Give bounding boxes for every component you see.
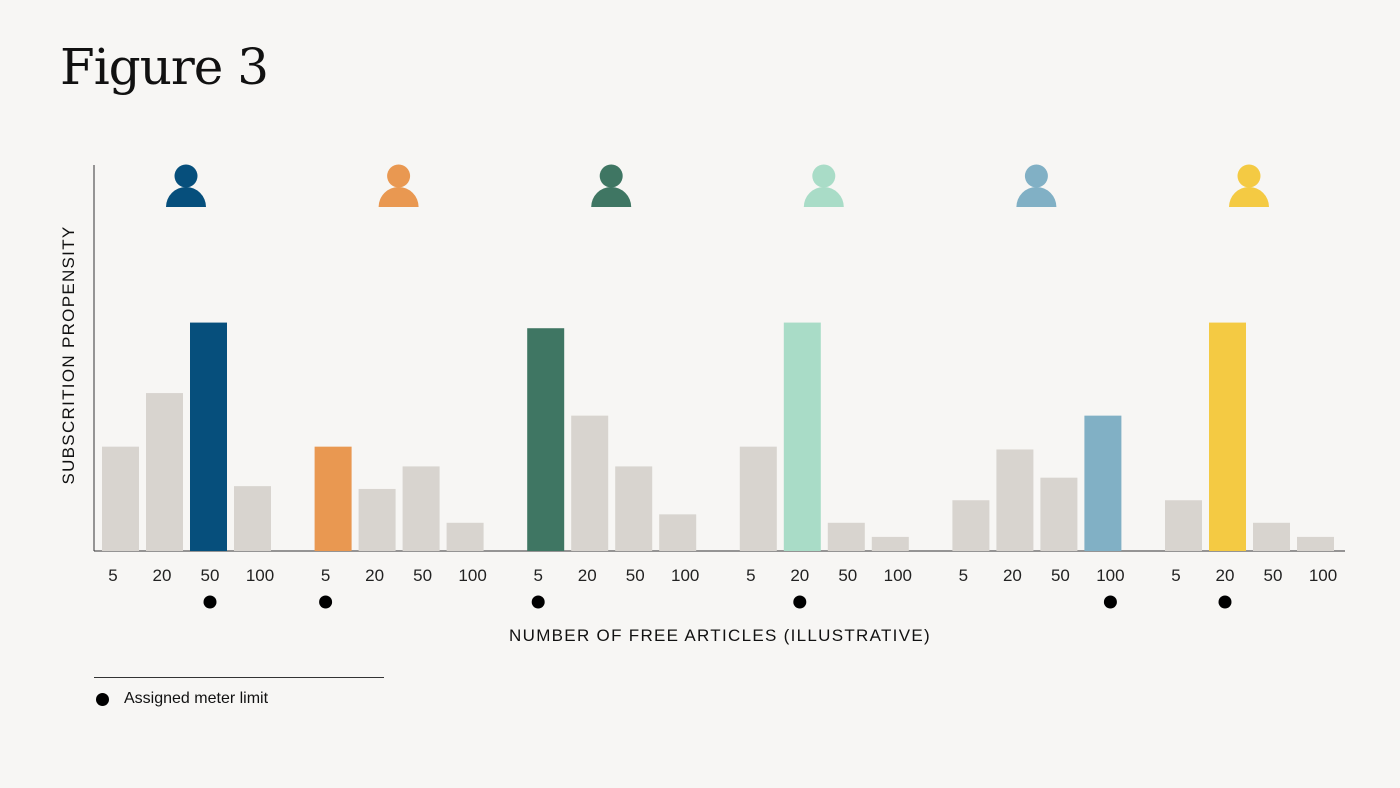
bar <box>1165 500 1202 551</box>
bar <box>358 488 396 551</box>
x-tick-label: 50 <box>413 566 432 585</box>
x-tick-label: 5 <box>746 566 755 585</box>
person-icon-head <box>599 164 623 188</box>
legend-divider <box>94 677 384 678</box>
x-tick-label: 20 <box>1216 566 1235 585</box>
legend-marker <box>96 692 109 706</box>
x-tick-label: 50 <box>1264 566 1283 585</box>
bar <box>1040 477 1078 551</box>
bar <box>102 446 139 551</box>
bar <box>827 522 865 551</box>
bar <box>1297 536 1334 551</box>
bar <box>739 446 777 551</box>
person-icon-body <box>591 187 632 207</box>
y-axis-title: SUBSCRITION PROPENSITY <box>59 225 78 484</box>
x-tick-label: 20 <box>790 566 809 585</box>
x-tick-label: 100 <box>1096 566 1124 585</box>
bar <box>659 514 697 551</box>
x-tick-label: 50 <box>201 566 220 585</box>
legend: Assigned meter limit <box>96 690 268 708</box>
person-icon-head <box>812 164 836 188</box>
x-tick-label: 5 <box>959 566 968 585</box>
x-tick-label: 100 <box>1309 566 1337 585</box>
x-tick-label: 50 <box>838 566 857 585</box>
figure-title: Figure 3 <box>60 38 269 96</box>
x-tick-label: 100 <box>884 566 912 585</box>
assigned-marker <box>1103 595 1117 609</box>
person-icon-head <box>1024 164 1048 188</box>
bar <box>571 415 609 551</box>
bar <box>952 500 990 551</box>
person-icon-head <box>1237 164 1261 188</box>
x-axis-title: NUMBER OF FREE ARTICLES (ILLUSTRATIVE) <box>509 626 931 645</box>
bar <box>783 322 821 551</box>
bar <box>871 536 909 551</box>
bar <box>1253 522 1290 551</box>
x-tick-label: 100 <box>458 566 486 585</box>
x-tick-label: 5 <box>1171 566 1180 585</box>
x-tick-label: 50 <box>626 566 645 585</box>
bar <box>314 446 352 551</box>
bar <box>146 393 183 551</box>
bar <box>1209 322 1246 551</box>
person-icon-body <box>1229 187 1269 207</box>
x-tick-label: 50 <box>1051 566 1070 585</box>
bar <box>234 486 271 551</box>
person-icon-head <box>174 164 198 188</box>
person-icon-head <box>387 164 411 188</box>
assigned-marker <box>1218 595 1232 609</box>
x-tick-label: 5 <box>321 566 330 585</box>
person-icon-body <box>378 187 419 207</box>
bar <box>615 466 653 551</box>
legend-label: Assigned meter limit <box>124 690 269 707</box>
bar <box>402 466 440 551</box>
assigned-marker <box>531 595 545 609</box>
assigned-marker <box>793 595 807 609</box>
assigned-marker <box>319 595 333 609</box>
x-tick-label: 5 <box>533 566 542 585</box>
person-icon-body <box>803 187 844 207</box>
bar-chart: 5 20 50 100 5 20 50 100 5 20 50 100 5 20 50 100 5 20 50 100… <box>59 164 1345 645</box>
bar <box>1084 415 1122 551</box>
bar <box>190 322 227 551</box>
x-tick-label: 20 <box>153 566 172 585</box>
x-tick-label: 100 <box>671 566 699 585</box>
x-tick-label: 20 <box>365 566 384 585</box>
bar <box>996 449 1034 551</box>
x-tick-label: 20 <box>578 566 597 585</box>
person-icon-body <box>166 187 206 207</box>
bar <box>446 522 484 551</box>
bar <box>527 328 565 551</box>
x-tick-label: 100 <box>246 566 274 585</box>
person-icon-body <box>1016 187 1057 207</box>
assigned-marker <box>203 595 217 609</box>
x-tick-label: 20 <box>1003 566 1022 585</box>
x-tick-label: 5 <box>108 566 117 585</box>
